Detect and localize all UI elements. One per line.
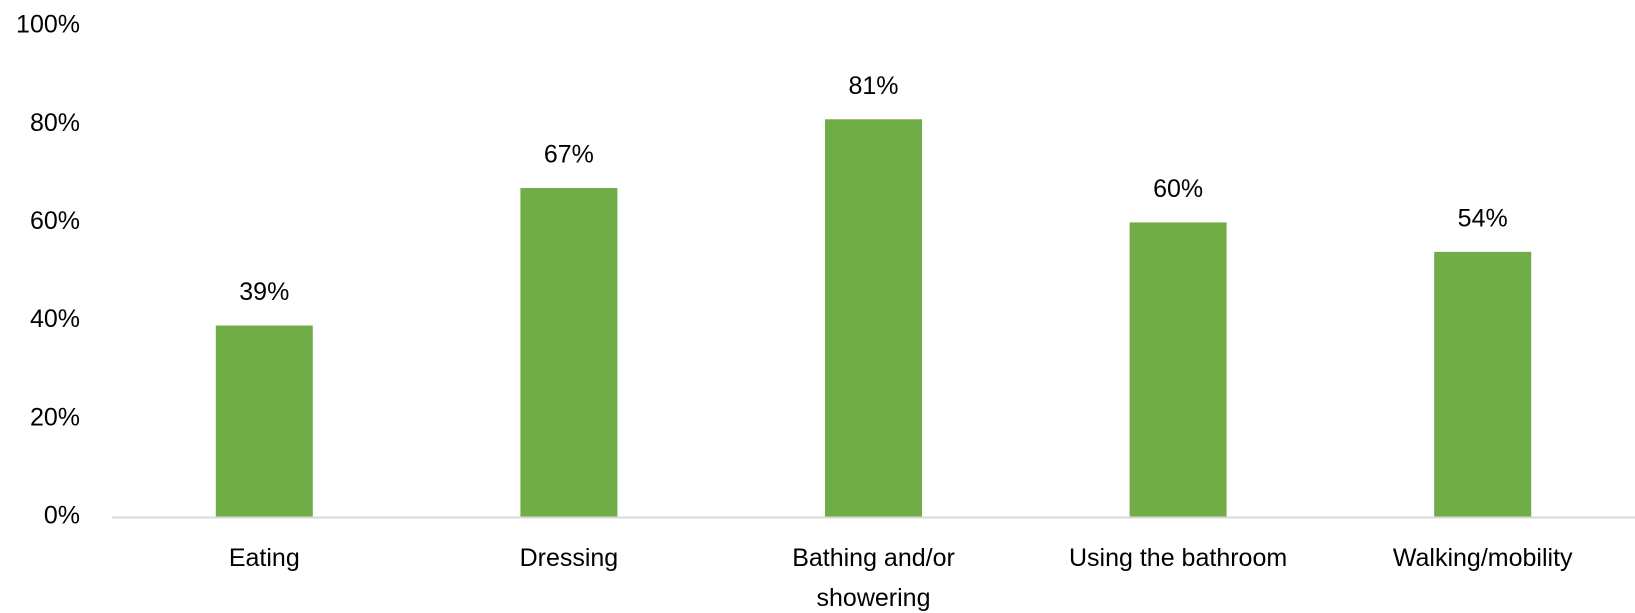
y-tick-label: 0% bbox=[44, 502, 80, 530]
data-label: 39% bbox=[239, 278, 289, 306]
x-tick-label: Eating bbox=[229, 544, 300, 572]
y-tick-label: 20% bbox=[30, 403, 80, 431]
y-tick-label: 60% bbox=[30, 207, 80, 235]
x-tick-label: Dressing bbox=[520, 544, 619, 572]
bar bbox=[1129, 222, 1227, 517]
data-label: 67% bbox=[544, 141, 594, 169]
data-label: 60% bbox=[1153, 175, 1203, 203]
bar bbox=[520, 188, 618, 517]
x-tick-label: Bathing and/or showering bbox=[792, 544, 955, 612]
bar bbox=[825, 119, 922, 517]
x-tick-label-line: Using the bathroom bbox=[1069, 544, 1287, 572]
y-tick-label: 40% bbox=[30, 305, 80, 333]
x-tick-label-line: Bathing and/or bbox=[792, 544, 955, 572]
category-labels: Eating Dressing Bathing and/or showering Usi… bbox=[229, 544, 1573, 612]
x-tick-label-line: Walking/mobility bbox=[1393, 544, 1573, 572]
bars bbox=[215, 119, 1532, 518]
x-tick-label-line: showering bbox=[817, 584, 931, 612]
data-label: 54% bbox=[1458, 204, 1508, 232]
x-tick-label-line: Dressing bbox=[520, 544, 619, 572]
data-labels: 39% 67% 81% 60% 54% bbox=[239, 72, 1507, 306]
data-label: 81% bbox=[848, 72, 898, 100]
bar bbox=[215, 325, 313, 517]
y-tick-label: 80% bbox=[30, 109, 80, 137]
x-tick-label: Walking/mobility bbox=[1393, 544, 1573, 572]
y-tick-label: 100% bbox=[16, 11, 80, 39]
bar bbox=[1434, 251, 1532, 518]
x-tick-label-line: Eating bbox=[229, 544, 300, 572]
x-tick-label: Using the bathroom bbox=[1069, 544, 1287, 572]
y-axis-ticks: 0% 20% 40% 60% 80% 100% bbox=[16, 11, 80, 530]
